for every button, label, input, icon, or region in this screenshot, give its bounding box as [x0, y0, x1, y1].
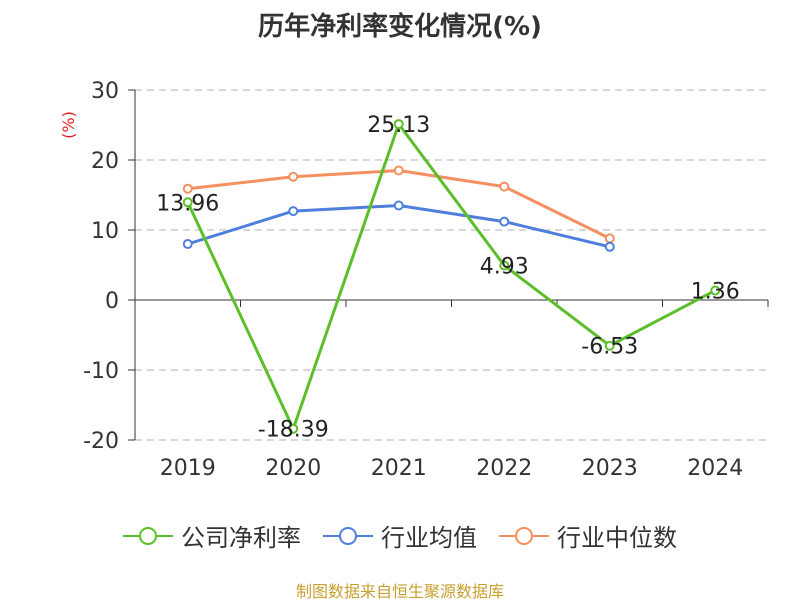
legend-label-company: 公司净利率 [181, 524, 301, 552]
legend: 公司净利率 行业均值 行业中位数 [0, 518, 800, 553]
series-point-2 [393, 165, 404, 176]
data-label: 4.93 [480, 254, 529, 279]
x-tick-label: 2023 [582, 456, 638, 481]
series-point-2 [182, 183, 193, 194]
data-label: 1.36 [691, 279, 740, 304]
y-tick-label: 10 [91, 219, 119, 244]
y-axis-unit-label: (%) [59, 111, 78, 139]
x-tick-label: 2021 [371, 456, 427, 481]
series-line-0 [186, 122, 716, 431]
legend-marker-industry-avg [323, 526, 373, 545]
x-tick-label: 2019 [160, 456, 216, 481]
series-point-2 [288, 171, 299, 182]
series-point-0 [604, 340, 615, 351]
series-point-0 [710, 285, 721, 296]
data-label: -6.53 [581, 335, 638, 360]
legend-marker-company [123, 526, 173, 545]
series-line-1 [187, 204, 611, 249]
series-point-1 [499, 216, 510, 227]
series-point-2 [499, 181, 510, 192]
series-point-1 [604, 241, 615, 252]
x-tick-label: 2022 [476, 456, 532, 481]
y-tick-label: -20 [83, 429, 119, 454]
legend-item-industry-median[interactable]: 行业中位数 [499, 518, 677, 553]
series-point-1 [288, 206, 299, 217]
chart-title: 历年净利率变化情况(%) [258, 12, 542, 42]
series-point-1 [393, 200, 404, 211]
legend-label-industry-avg: 行业均值 [381, 524, 477, 552]
series-point-0 [182, 197, 193, 208]
series-point-0 [288, 423, 299, 434]
legend-item-industry-avg[interactable]: 行业均值 [323, 518, 477, 553]
y-tick-label: -10 [83, 359, 119, 384]
series-point-1 [182, 239, 193, 249]
y-tick-label: 20 [91, 149, 119, 174]
y-tick-label: 0 [105, 289, 119, 314]
series-point-0 [393, 119, 404, 130]
data-labels: 13.96 -18.39 25.13 4.93 -6.53 1.36 [156, 113, 739, 443]
x-tick-label: 2024 [687, 456, 743, 481]
legend-item-company[interactable]: 公司净利率 [123, 518, 301, 553]
series-point-0 [499, 260, 510, 271]
data-label: -18.39 [258, 418, 329, 443]
legend-marker-industry-median [499, 526, 549, 545]
legend-label-industry-median: 行业中位数 [557, 524, 677, 552]
y-tick-label: 30 [91, 79, 119, 104]
source-note: 制图数据来自恒生聚源数据库 [295, 582, 504, 601]
series-point-2 [604, 233, 615, 244]
series-lines [182, 119, 721, 434]
axes: 30 20 10 0 -10 -20 2019 2020 2021 2022 2023 2024 [83, 79, 769, 481]
grid-lines [135, 89, 768, 441]
data-label: 13.96 [156, 191, 219, 216]
data-label: 25.13 [367, 113, 430, 138]
x-tick-label: 2020 [265, 456, 321, 481]
